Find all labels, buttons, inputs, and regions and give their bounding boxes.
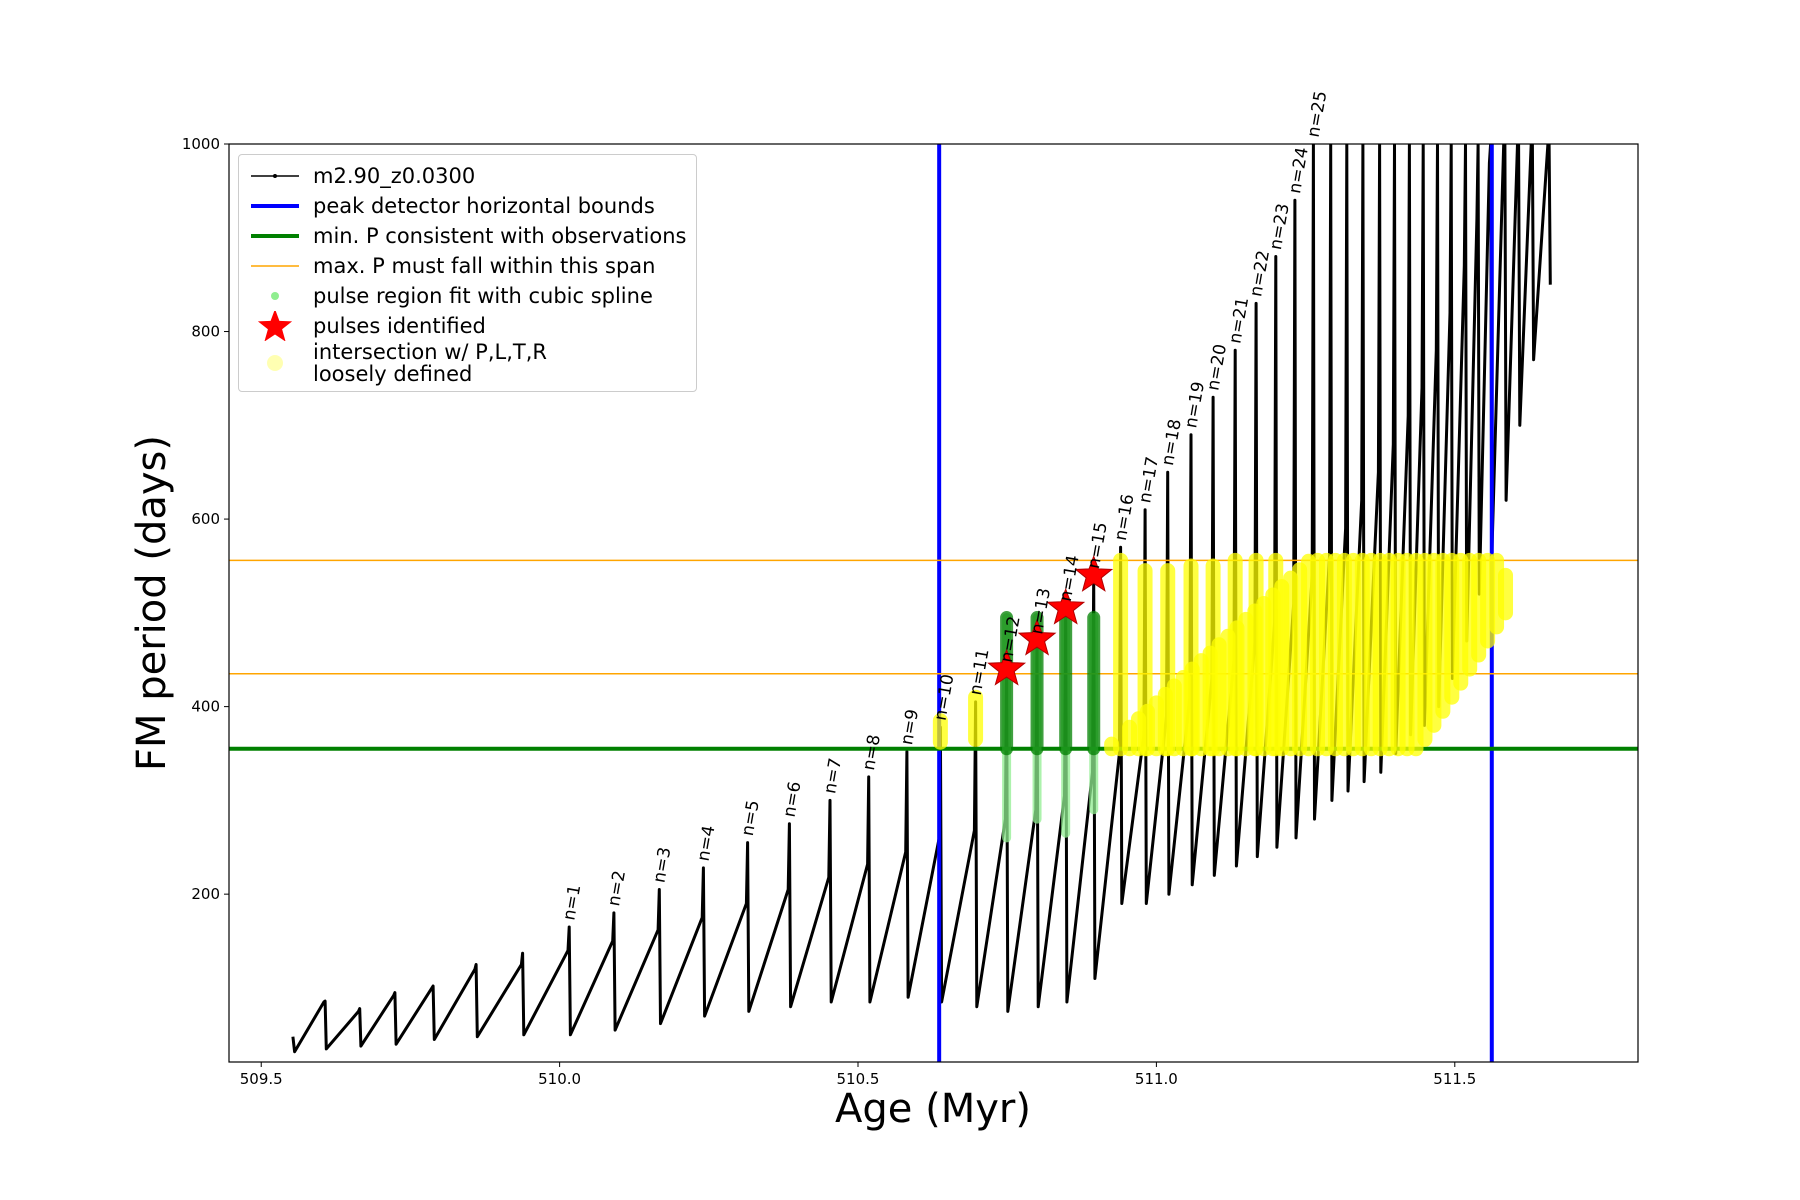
pulse-star	[1046, 587, 1086, 625]
pulse-star	[1017, 618, 1057, 656]
pulse-label: n=6	[780, 780, 806, 819]
legend-swatch	[267, 355, 283, 371]
y-tick-label: 800	[191, 323, 220, 341]
pulse-label: n=1	[559, 883, 585, 922]
x-tick-label: 511.5	[1433, 1070, 1476, 1088]
pulse-label: n=5	[738, 799, 764, 838]
pulse-label: n=9	[897, 708, 923, 747]
legend-marker	[273, 174, 277, 178]
pulse-label: n=22	[1246, 249, 1274, 298]
pulse-label: n=16	[1111, 493, 1139, 542]
legend-marker	[257, 311, 293, 341]
legend-label: max. P must fall within this span	[313, 254, 656, 278]
legend-label: pulses identified	[313, 314, 486, 338]
legend-label: m2.90_z0.0300	[313, 164, 476, 188]
y-tick-label: 400	[191, 698, 220, 716]
pulse-label: n=7	[820, 756, 846, 795]
legend-entry: peak detector horizontal bounds	[245, 191, 686, 221]
y-tick-label: 1000	[182, 135, 220, 153]
legend-swatch	[251, 234, 299, 238]
y-tick-label: 600	[191, 510, 220, 528]
y-tick-label: 200	[191, 885, 220, 903]
legend-entry: m2.90_z0.0300	[245, 161, 686, 191]
y-axis-label: FM period (days)	[129, 435, 175, 771]
x-tick-label: 510.5	[837, 1070, 880, 1088]
x-tick-label: 509.5	[240, 1070, 283, 1088]
legend-label: peak detector horizontal bounds	[313, 194, 655, 218]
pulse-label: n=21	[1225, 296, 1253, 345]
pulse-label: n=10	[931, 673, 959, 722]
legend-swatch	[271, 292, 279, 300]
pulse-star	[987, 648, 1027, 686]
legend-swatch	[251, 204, 299, 208]
pulse-label: n=23	[1266, 202, 1294, 251]
legend-label: intersection w/ P,L,T,R loosely defined	[313, 340, 547, 386]
pulse-label: n=15	[1084, 521, 1112, 570]
x-tick-label: 510.0	[538, 1070, 581, 1088]
pulse-label: n=11	[966, 647, 994, 696]
legend-entry: intersection w/ P,L,T,R loosely defined	[245, 341, 686, 385]
plot-area	[229, 144, 1638, 1062]
pulse-label: n=2	[604, 869, 630, 908]
x-axis-label: Age (Myr)	[835, 1086, 1031, 1132]
pulse-label: n=3	[650, 846, 676, 885]
axes-frame	[228, 143, 1639, 1063]
pulse-star	[1074, 554, 1114, 592]
pulse-label: n=20	[1203, 343, 1231, 392]
legend-entry: pulse region fit with cubic spline	[245, 281, 686, 311]
pulse-label: n=25	[1304, 89, 1332, 138]
legend-label: min. P consistent with observations	[313, 224, 687, 248]
legend-entry: max. P must fall within this span	[245, 251, 686, 281]
x-tick-label: 511.0	[1135, 1070, 1178, 1088]
pulse-label: n=24	[1285, 146, 1313, 195]
legend-entry: min. P consistent with observations	[245, 221, 686, 251]
legend-marker	[271, 292, 279, 300]
legend-swatch	[251, 174, 299, 178]
legend-entry: pulses identified	[245, 311, 686, 341]
pulse-label: n=4	[694, 824, 720, 863]
legend-label: pulse region fit with cubic spline	[313, 284, 653, 308]
legend-marker	[267, 355, 283, 371]
pulse-label: n=8	[859, 733, 885, 772]
legend-swatch	[251, 265, 299, 267]
pulse-label: n=13	[1027, 586, 1055, 635]
legend-swatch	[257, 311, 293, 341]
